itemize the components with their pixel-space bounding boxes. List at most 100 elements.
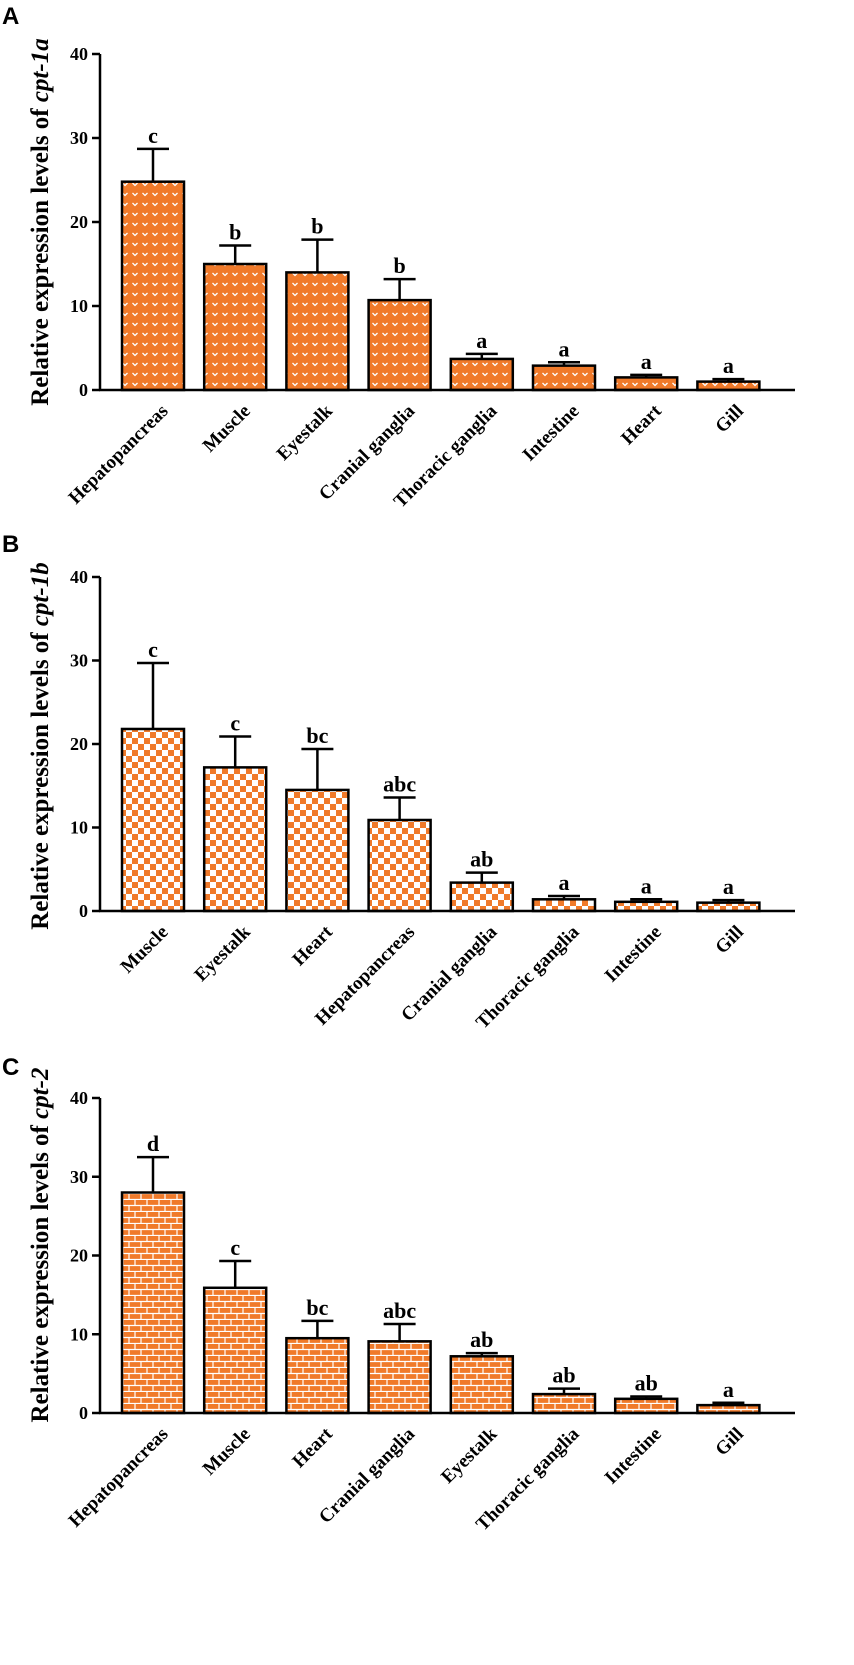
panel-b-significance-letter: a (559, 870, 570, 895)
panel-c-bar-intestine (613, 1397, 679, 1415)
panel-a-bars (120, 180, 761, 392)
panel-c-significance-letters: d c bc abc ab ab ab a (147, 1131, 734, 1402)
panel-b-category-label: Eyestalk (191, 921, 255, 985)
panel-c-bar-hepatopancreas (120, 1191, 186, 1415)
panel-a-bar-cranial-ganglia (367, 298, 432, 392)
panel-b-y-tick-label: 40 (70, 567, 88, 587)
panel-c-bars (120, 1191, 761, 1415)
panel-a-y-tick-label: 40 (70, 44, 88, 64)
panel-b-bar-gill (696, 901, 761, 913)
panel-b-axes (98, 577, 795, 913)
panel-b-category-label: Gill (711, 922, 748, 959)
panel-b-category-label: Heart (289, 921, 338, 970)
panel-c-error-bars (137, 1155, 745, 1406)
panel-a-error-bars (137, 147, 745, 382)
panel-b-bar-intestine (613, 900, 679, 913)
panel-b-significance-letter: abc (383, 771, 416, 796)
panel-b: B Relative expression levels of cpt-1b 0… (2, 531, 795, 1033)
panel-a-bar-eyestalk (285, 271, 350, 392)
panel-c-significance-letter: ab (470, 1327, 493, 1352)
panel-a-category-label: Muscle (199, 401, 255, 457)
panel-b-bar-muscle (120, 727, 186, 913)
panel-b-significance-letter: bc (306, 723, 328, 748)
panel-a-letter: A (2, 3, 19, 30)
panel-c-category-label: Intestine (601, 1424, 666, 1489)
panel-b-significance-letter: a (723, 874, 734, 899)
panel-a-category-label: Heart (617, 400, 666, 449)
panel-a-axes (98, 54, 795, 392)
panel-a-y-tick-label: 30 (70, 128, 88, 148)
panel-a-bar-hepatopancreas (120, 180, 186, 392)
panel-c-bar-heart (285, 1336, 350, 1415)
panel-c-category-label: Muscle (199, 1424, 255, 1480)
panel-c-y-tick-label: 10 (70, 1324, 88, 1344)
panel-b-category-label: Muscle (117, 922, 173, 978)
panel-c-category-label: Heart (289, 1423, 338, 1472)
panel-a-significance-letter: c (148, 123, 158, 148)
panel-b-significance-letters: c c bc abc ab a a a (148, 637, 734, 899)
panel-c-category-label: Eyestalk (437, 1423, 501, 1487)
panel-c-bar-eyestalk (449, 1355, 515, 1415)
panel-a-y-tick-label: 20 (70, 212, 88, 232)
panel-a-bar-heart (613, 376, 679, 392)
panel-a-bar-thoracic-ganglia (449, 357, 515, 392)
panel-a-bar-intestine (531, 364, 597, 392)
panel-c-significance-letter: ab (635, 1370, 658, 1395)
panel-b-bars (120, 727, 761, 913)
panel-c-significance-letter: c (230, 1235, 240, 1260)
panel-b-significance-letter: c (230, 710, 240, 735)
panel-a-bar-muscle (202, 262, 268, 392)
panel-a-significance-letter: a (559, 336, 570, 361)
panel-c-significance-letter: a (723, 1377, 734, 1402)
panel-b-y-tick-label: 30 (70, 651, 88, 671)
panel-b-y-tick-label: 20 (70, 734, 88, 754)
panel-a-significance-letter: b (229, 220, 241, 245)
panel-c-category-label: Hepatopancreas (65, 1424, 173, 1532)
panel-a-y-tick-label: 10 (70, 296, 88, 316)
panel-b-letter: B (2, 531, 19, 558)
panel-c-y-axis-label: Relative expression levels of cpt-2 (27, 1067, 54, 1422)
panel-a-significance-letter: b (311, 214, 323, 239)
panel-b-error-bars (137, 661, 745, 903)
panel-c-bar-muscle (202, 1286, 268, 1415)
panel-a-significance-letter: a (476, 328, 487, 353)
panel-a-category-label: Eyestalk (273, 400, 337, 464)
panel-a-significance-letters: c b b b a a a a (148, 123, 734, 378)
panel-b-bar-thoracic-ganglia (531, 898, 597, 913)
panel-a-category-label: Intestine (519, 401, 584, 466)
panel-c-bar-cranial-ganglia (367, 1340, 432, 1415)
panel-a-y-ticks: 0 10 20 30 40 (70, 44, 100, 400)
panel-c-axes (98, 1098, 795, 1415)
panel-c-y-tick-label: 0 (79, 1403, 88, 1423)
panel-a-bar-gill (696, 380, 761, 392)
panel-c-significance-letter: d (147, 1131, 159, 1156)
panel-a-category-label: Hepatopancreas (65, 401, 173, 509)
panel-c-significance-letter: abc (383, 1298, 416, 1323)
panel-b-category-label: Intestine (601, 922, 666, 987)
panel-c: C Relative expression levels of cpt-2 0 1… (2, 1054, 795, 1535)
panel-c-y-tick-label: 20 (70, 1246, 88, 1266)
panel-a-y-axis-label: Relative expression levels of cpt-1a (27, 38, 54, 406)
panel-c-y-ticks: 0 10 20 30 40 (70, 1088, 100, 1423)
panel-c-letter: C (2, 1054, 19, 1081)
panel-b-y-tick-label: 0 (79, 901, 88, 921)
panel-a-significance-letter: a (641, 349, 652, 374)
panel-a: A Relative expression levels of cpt-1a 0… (2, 3, 795, 512)
panel-b-bar-eyestalk (202, 766, 268, 913)
panel-b-y-ticks: 0 10 20 30 40 (70, 567, 100, 921)
panel-a-significance-letter: b (393, 253, 405, 278)
panel-c-y-tick-label: 40 (70, 1088, 88, 1108)
panel-c-category-label: Gill (711, 1424, 748, 1461)
panel-a-category-label: Gill (711, 401, 748, 438)
panel-b-significance-letter: c (148, 637, 158, 662)
panel-b-y-axis-label: Relative expression levels of cpt-1b (27, 562, 54, 930)
panel-b-significance-letter: a (641, 873, 652, 898)
panel-b-bar-cranial-ganglia (449, 881, 515, 913)
panel-c-significance-letter: ab (552, 1363, 575, 1388)
panel-b-significance-letter: ab (470, 847, 493, 872)
panel-c-y-tick-label: 30 (70, 1167, 88, 1187)
panel-b-y-tick-label: 10 (70, 818, 88, 838)
